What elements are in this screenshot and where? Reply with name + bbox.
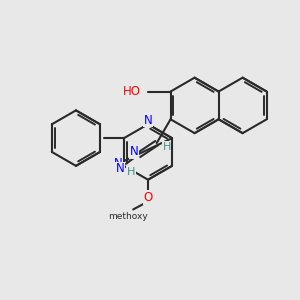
Text: HO: HO	[123, 85, 141, 98]
Text: N: N	[144, 114, 152, 127]
Text: H: H	[127, 167, 135, 177]
Text: methoxy: methoxy	[108, 212, 148, 221]
Text: N: N	[130, 146, 138, 158]
Text: N: N	[114, 158, 122, 170]
Text: O: O	[143, 191, 153, 204]
Text: H: H	[162, 142, 171, 152]
Text: N: N	[116, 162, 124, 175]
